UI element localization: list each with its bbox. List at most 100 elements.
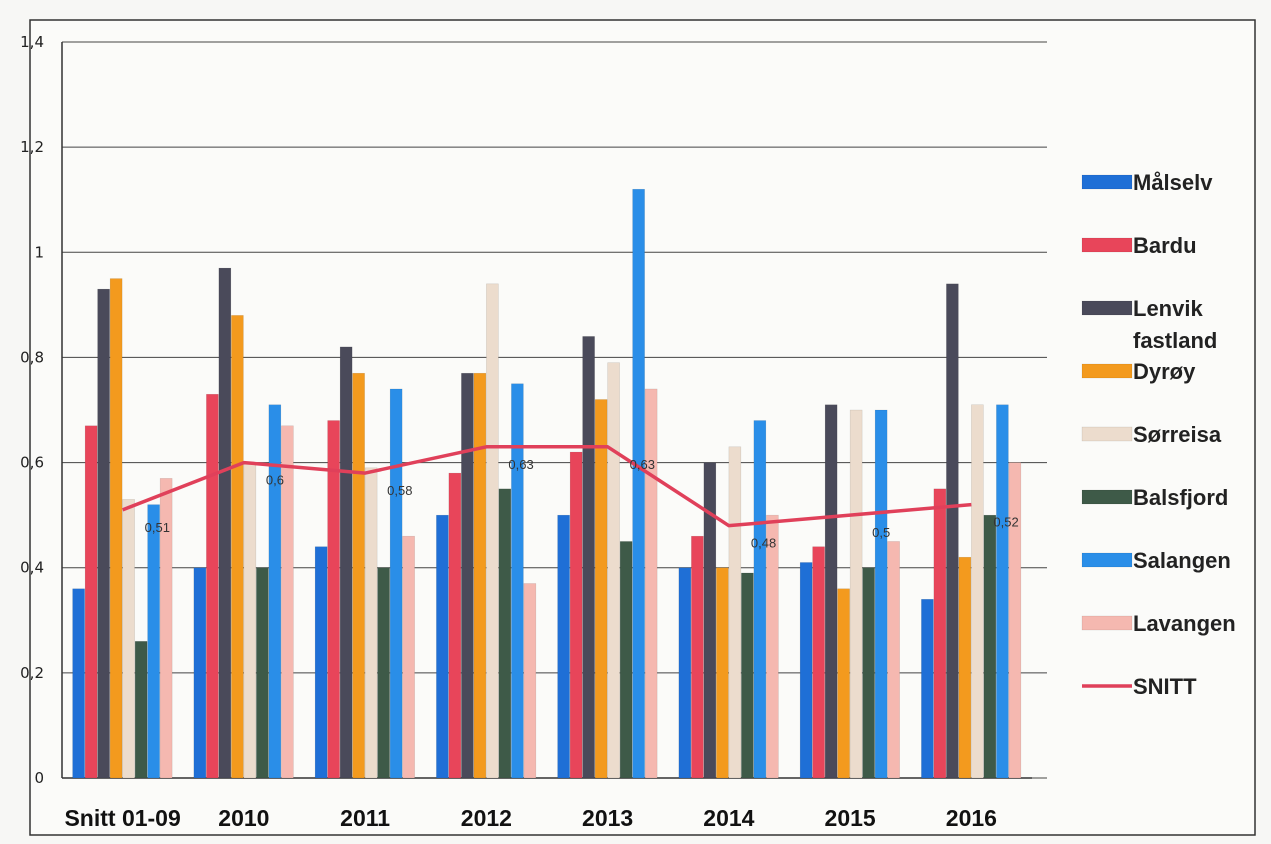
bar xyxy=(243,462,257,779)
snitt-data-label: 0,51 xyxy=(145,520,170,535)
bar xyxy=(364,467,378,779)
bar xyxy=(874,409,888,779)
legend-swatch xyxy=(1081,615,1133,631)
y-tick-label: 0 xyxy=(34,769,44,787)
bar xyxy=(557,514,570,779)
bar xyxy=(339,346,353,779)
legend-entry: Balsfjord xyxy=(1081,485,1228,510)
x-category-label: 2016 xyxy=(946,805,997,831)
legend-label-line: Balsfjord xyxy=(1133,485,1228,510)
bar xyxy=(921,599,934,779)
bar xyxy=(402,535,415,779)
bar xyxy=(352,372,365,779)
bar xyxy=(716,567,729,779)
bar xyxy=(582,336,595,779)
legend-label: Dyrøy xyxy=(1133,359,1196,384)
bar xyxy=(218,267,232,779)
y-tick-label: 0,8 xyxy=(20,348,44,366)
legend-label: Målselv xyxy=(1133,170,1213,195)
bar xyxy=(691,535,704,779)
bar xyxy=(389,388,403,779)
snitt-data-label: 0,52 xyxy=(993,515,1018,530)
legend-entry: Bardu xyxy=(1081,233,1197,258)
legend-label: Balsfjord xyxy=(1133,485,1228,510)
bar xyxy=(799,562,813,779)
x-category-label: 2011 xyxy=(340,805,390,831)
y-tick-label: 0,2 xyxy=(20,664,44,682)
snitt-data-label: 0,63 xyxy=(630,457,655,472)
bar xyxy=(314,546,328,779)
legend-entry: Sørreisa xyxy=(1081,422,1222,447)
bar xyxy=(448,472,462,779)
legend-label: Salangen xyxy=(1133,548,1231,573)
bar xyxy=(147,504,160,779)
bar xyxy=(327,420,340,779)
bar xyxy=(594,399,608,779)
legend-swatch xyxy=(1081,426,1133,442)
bar xyxy=(523,583,537,779)
y-tick-label: 1,4 xyxy=(20,33,44,51)
bar xyxy=(607,362,620,779)
bar xyxy=(159,478,173,779)
legend-label-line: Lenvik xyxy=(1133,296,1203,321)
x-category-label: 2015 xyxy=(825,805,876,831)
x-category-label: 2013 xyxy=(582,805,633,831)
bar xyxy=(436,514,449,779)
legend-entry: Målselv xyxy=(1081,170,1213,195)
bar xyxy=(84,425,98,779)
bar xyxy=(281,425,294,779)
bar xyxy=(109,278,123,779)
legend-entry: SNITT xyxy=(1082,674,1197,699)
bar xyxy=(569,451,583,779)
bar xyxy=(766,514,779,779)
legend-entry: Dyrøy xyxy=(1081,359,1196,384)
legend-label-line: Målselv xyxy=(1133,170,1213,195)
bar xyxy=(983,514,997,779)
bar xyxy=(632,188,645,779)
legend-label-line: Dyrøy xyxy=(1133,359,1196,384)
x-category-label: 2014 xyxy=(703,805,754,831)
snitt-data-label: 0,5 xyxy=(872,525,890,540)
legend-swatch xyxy=(1081,300,1133,316)
snitt-data-label: 0,6 xyxy=(266,473,284,488)
legend-label-line: SNITT xyxy=(1133,674,1197,699)
legend-swatch xyxy=(1081,237,1133,253)
bar xyxy=(134,641,148,779)
bar xyxy=(862,567,875,779)
y-tick-label: 1,2 xyxy=(20,138,44,156)
bar xyxy=(741,572,754,779)
legend-label: Lenvik fastland xyxy=(1133,296,1217,353)
legend: Målselv Bardu Lenvik fastland Dyrøy Sørreisa B… xyxy=(1081,170,1236,699)
bar xyxy=(498,488,512,779)
bar xyxy=(206,393,219,779)
bar xyxy=(473,372,487,779)
legend-entry: Lavangen xyxy=(1081,611,1236,636)
y-tick-label: 1 xyxy=(34,243,44,261)
y-tick-label: 0,6 xyxy=(20,454,44,472)
bar xyxy=(703,462,717,779)
legend-label-line: Sørreisa xyxy=(1133,422,1222,447)
legend-entry: Salangen xyxy=(1081,548,1231,573)
legend-label-line: Salangen xyxy=(1133,548,1231,573)
snitt-line xyxy=(121,445,972,528)
bar xyxy=(933,488,947,779)
snitt-data-label: 0,48 xyxy=(751,536,776,551)
bar xyxy=(231,315,244,779)
bar xyxy=(946,283,959,779)
legend-entry: Lenvik fastland xyxy=(1081,296,1217,353)
bar xyxy=(678,567,692,779)
legend-label: Bardu xyxy=(1133,233,1197,258)
bar xyxy=(753,420,767,779)
bar xyxy=(97,288,110,779)
bar xyxy=(971,404,984,779)
bar xyxy=(824,404,838,779)
y-axis-ticks: 0 0,2 0,4 0,6 0,8 1 1,2 1,4 xyxy=(20,33,44,787)
legend-label-line: fastland xyxy=(1133,328,1217,353)
y-tick-label: 0,4 xyxy=(20,559,44,577)
legend-label-line: Lavangen xyxy=(1133,611,1236,636)
bars xyxy=(72,188,1022,779)
average-line: 0,51 0,6 0,58 0,63 0,63 0,48 0,5 0,52 xyxy=(121,445,1019,551)
x-axis-labels: Snitt 01-09 2010 2011 2012 2013 2014 2015 2016 xyxy=(64,805,997,831)
